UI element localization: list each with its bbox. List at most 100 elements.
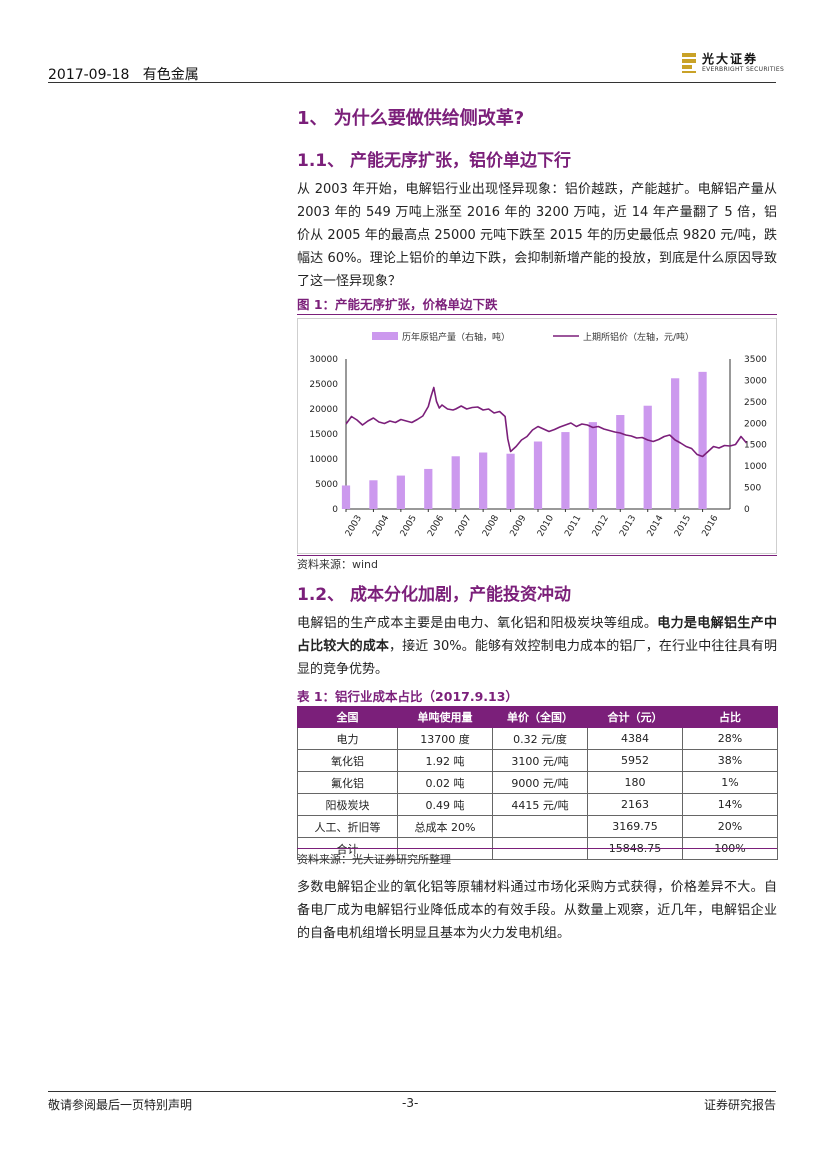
table-cell: 氧化铝 [297, 749, 398, 772]
company-logo: 光大证券 EVERBRIGHT SECURITIES [682, 53, 784, 73]
y-right-tick-label: 0 [744, 505, 750, 515]
table-cell: 4415 元/吨 [492, 793, 588, 816]
section-1-2-text-c: ，接近 30%。能够有效控制电力成本的铝厂，在行业中往往具有明显的竞争优势。 [297, 639, 777, 677]
table-cell: 1% [682, 771, 778, 794]
x-tick-label: 2010 [536, 513, 556, 538]
section-1-1-heading: 1.1、 产能无序扩张，铝价单边下行 [297, 151, 572, 171]
y-left-tick-label: 5000 [315, 480, 338, 490]
x-tick-label: 2006 [426, 513, 446, 538]
section-1-2-paragraph: 电解铝的生产成本主要是由电力、氧化铝和阳极炭块等组成。电力是电解铝生产中占比较大… [297, 612, 777, 681]
bar [369, 480, 378, 509]
table-cell [492, 815, 588, 838]
y-left-tick-label: 10000 [309, 455, 338, 465]
y-right-tick-label: 3000 [744, 376, 767, 386]
table-header-cell: 单吨使用量 [397, 706, 493, 728]
table-cell: 5952 [587, 749, 683, 772]
bar [533, 441, 543, 509]
table-cell: 电力 [297, 727, 398, 750]
table-cell: 0.02 吨 [397, 771, 493, 794]
table-row: 氧化铝 1.92 吨 3100 元/吨 5952 38% [297, 749, 778, 772]
table-cell: 3169.75 [587, 815, 683, 838]
figure-1-chart: 历年原铝产量（右轴，吨） 上期所铝价（左轴，元/吨） 0 5000 10000 15000… [297, 318, 777, 554]
y-left-tick-label: 30000 [309, 355, 338, 365]
x-tick-label: 2008 [481, 513, 501, 538]
table-cell: 人工、折旧等 [297, 815, 398, 838]
closing-paragraph: 多数电解铝企业的氧化铝等原辅材料通过市场化采购方式获得，价格差异不大。自备电厂成… [297, 880, 777, 941]
y-right-tick-label: 1500 [744, 441, 767, 451]
bar [396, 475, 405, 509]
table-1-title: 表 1：铝行业成本占比（2017.9.13） [297, 689, 518, 704]
section-1-1-paragraph: 从 2003 年开始，电解铝行业出现怪异现象：铝价越跌，产能越扩。电解铝产量从 … [297, 182, 777, 289]
header-divider [48, 82, 776, 83]
table-row: 阳极炭块 0.49 吨 4415 元/吨 2163 14% [297, 793, 778, 816]
y-left-tick-label: 25000 [309, 380, 338, 390]
header-date-sector: 2017-09-18 有色金属 [48, 64, 199, 84]
table-cell: 阳极炭块 [297, 793, 398, 816]
table-cell: 180 [587, 771, 683, 794]
legend-bar-label: 历年原铝产量（右轴，吨） [402, 331, 510, 343]
bar [616, 415, 625, 509]
chart-svg: 历年原铝产量（右轴，吨） 上期所铝价（左轴，元/吨）050001000015000… [309, 331, 767, 539]
y-right-tick-label: 2500 [744, 398, 767, 408]
cost-table: 全国 单吨使用量 单价（全国） 合计（元） 占比 电力 13700 度 0.32… [297, 706, 778, 860]
table-cell: 14% [682, 793, 778, 816]
x-tick-label: 2011 [563, 514, 583, 539]
section-1-2-text-a: 电解铝的生产成本主要是由电力、氧化铝和阳极炭块等组成。 [297, 616, 658, 631]
y-right-tick-label: 1000 [744, 462, 767, 472]
legend-bar-swatch [372, 332, 398, 340]
table-1-bottom-rule [297, 848, 777, 849]
bar [561, 432, 570, 509]
x-tick-label: 2009 [509, 513, 529, 538]
x-tick-label: 2007 [454, 514, 474, 539]
table-cell: 氟化铝 [297, 771, 398, 794]
footer-divider [48, 1091, 776, 1092]
table-row: 氟化铝 0.02 吨 9000 元/吨 180 1% [297, 771, 778, 794]
table-cell: 13700 度 [397, 727, 493, 750]
section-1-heading: 1、 为什么要做供给侧改革? [297, 108, 525, 129]
y-right-tick-label: 2000 [744, 419, 767, 429]
logo-cn-text: 光大证券 [702, 52, 759, 66]
table-cell: 9000 元/吨 [492, 771, 588, 794]
bar [588, 422, 597, 509]
header-sector: 有色金属 [142, 67, 199, 83]
table-cell: 总成本 20% [397, 815, 493, 838]
bar [698, 371, 707, 509]
y-left-tick-label: 20000 [309, 405, 338, 415]
bar [341, 485, 351, 509]
table-cell: 28% [682, 727, 778, 750]
table-cell: 3100 元/吨 [492, 749, 588, 772]
y-right-tick-label: 3500 [744, 355, 767, 365]
y-right-tick-label: 500 [744, 484, 761, 494]
price-line [345, 386, 748, 458]
table-row: 人工、折旧等 总成本 20% 3169.75 20% [297, 815, 778, 838]
x-tick-label: 2015 [673, 514, 693, 539]
footer-disclaimer: 敬请参阅最后一页特别声明 [48, 1098, 193, 1112]
bar [424, 468, 433, 509]
x-tick-label: 2003 [344, 514, 364, 539]
table-cell: 4384 [587, 727, 683, 750]
table-cell: 2163 [587, 793, 683, 816]
bar [671, 378, 680, 509]
bar [451, 456, 460, 509]
legend-line-label: 上期所铝价（左轴，元/吨） [583, 331, 694, 343]
footer-page-number: -3- [402, 1096, 419, 1110]
figure-1-bottom-rule [297, 555, 777, 556]
x-tick-label: 2013 [618, 514, 638, 539]
footer-doc-type: 证券研究报告 [704, 1098, 777, 1112]
x-tick-label: 2004 [371, 513, 391, 538]
table-row: 电力 13700 度 0.32 元/度 4384 28% [297, 727, 778, 750]
bar [479, 452, 488, 509]
table-header-cell: 全国 [297, 706, 398, 728]
header-date: 2017-09-18 [48, 67, 130, 83]
logo-en-text: EVERBRIGHT SECURITIES [702, 66, 785, 73]
table-cell: 38% [682, 749, 778, 772]
logo-icon [682, 53, 696, 73]
x-tick-label: 2005 [399, 514, 419, 539]
table-header-row: 全国 单吨使用量 单价（全国） 合计（元） 占比 [297, 706, 778, 728]
y-left-tick-label: 0 [332, 505, 338, 515]
table-header-cell: 占比 [682, 706, 778, 728]
bar [506, 453, 515, 509]
table-cell: 0.32 元/度 [492, 727, 588, 750]
y-left-tick-label: 15000 [309, 430, 338, 440]
x-tick-label: 2012 [591, 514, 611, 539]
